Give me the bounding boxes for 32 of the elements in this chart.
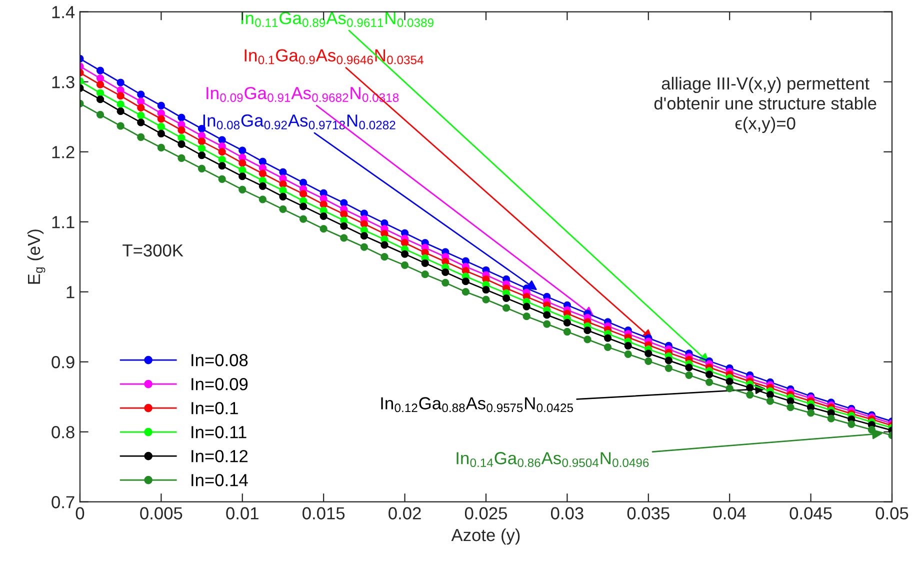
legend-label: In=0.14 xyxy=(192,474,248,486)
x-tick-label: 0.025 xyxy=(464,507,507,520)
x-tick-label: 0.045 xyxy=(790,507,832,520)
x-tick-label: 0.05 xyxy=(876,507,908,520)
legend-label: In=0.11 xyxy=(192,426,246,438)
annotation: T=300K xyxy=(122,244,184,257)
annotation: In$_{0.14}$Ga$_{0.86}$As$_{0.9504}$N$_{0.0496}$ xyxy=(456,452,649,468)
y-tick-label: 0.9 xyxy=(52,356,74,368)
x-tick-label: 0 xyxy=(76,507,84,520)
x-tick-label: 0.015 xyxy=(302,507,345,520)
legend-label: In=0.1 xyxy=(192,402,238,414)
annotation: alliage III-V(x,y) permettent d'obtenir une structure stable ϵ(x,y)=0 xyxy=(654,76,876,133)
x-tick-label: 0.02 xyxy=(388,507,421,520)
y-tick-label: 1.3 xyxy=(52,76,74,88)
y-tick-label: 1.4 xyxy=(52,6,75,18)
legend-label: In=0.08 xyxy=(192,354,248,366)
x-tick-label: 0.03 xyxy=(550,507,584,520)
x-tick-label: 0.005 xyxy=(140,507,182,520)
y-tick-label: 1.2 xyxy=(52,146,74,158)
y-tick-label: 0.7 xyxy=(52,496,74,508)
y-tick-label: 0.8 xyxy=(52,426,74,438)
x-tick-label: 0.04 xyxy=(713,507,746,520)
y-tick-label: 1.1 xyxy=(52,216,74,228)
x-tick-label: 0.01 xyxy=(226,507,258,520)
y-axis-title: E$_{g}$ (eV) xyxy=(27,230,46,284)
annotation: In$_{0.1}$Ga$_{0.9}$As$_{0.9646}$N$_{0.0354}$ xyxy=(244,49,424,64)
legend-label: In=0.09 xyxy=(192,378,248,390)
x-axis-title: Azote (y) xyxy=(451,528,520,545)
x-tick-label: 0.035 xyxy=(627,507,670,520)
y-tick-label: 1 xyxy=(66,286,74,298)
legend-label: In=0.12 xyxy=(192,450,248,462)
annotation: In$_{0.12}$Ga$_{0.88}$As$_{0.9575}$N$_{0.0425}$ xyxy=(381,397,573,412)
